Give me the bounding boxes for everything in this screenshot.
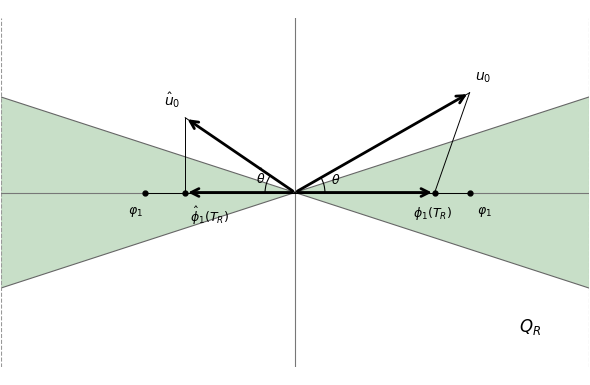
Text: $\varphi_1$: $\varphi_1$ <box>477 205 492 219</box>
Text: $\phi_1(T_R)$: $\phi_1(T_R)$ <box>413 205 451 222</box>
Text: $u_0$: $u_0$ <box>474 71 491 85</box>
Text: $Q_R$: $Q_R$ <box>519 317 542 337</box>
Polygon shape <box>295 0 590 385</box>
Text: $\hat{\theta}$: $\hat{\theta}$ <box>256 167 266 186</box>
Text: $\theta$: $\theta$ <box>331 172 340 186</box>
Text: $\varphi_1$: $\varphi_1$ <box>128 205 143 219</box>
Polygon shape <box>0 0 295 385</box>
Text: $\hat{u}_0$: $\hat{u}_0$ <box>164 90 181 110</box>
Text: $\hat{\phi}_1(T_R)$: $\hat{\phi}_1(T_R)$ <box>190 205 230 227</box>
